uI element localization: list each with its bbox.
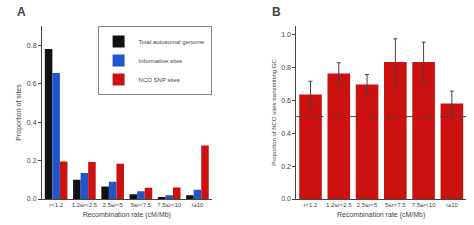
svg-text:Proportion of NCO sites transm: Proportion of NCO sites transmitting GC xyxy=(271,58,277,165)
svg-text:A: A xyxy=(17,5,26,19)
svg-text:r≥10: r≥10 xyxy=(446,202,459,208)
svg-text:2.5≤r<5: 2.5≤r<5 xyxy=(102,202,123,208)
svg-text:0.2: 0.2 xyxy=(27,157,37,164)
svg-text:1.2≤r<2.5: 1.2≤r<2.5 xyxy=(326,202,352,208)
svg-text:2.5≤r<5: 2.5≤r<5 xyxy=(357,202,378,208)
svg-text:Recombination rate (cM/Mb): Recombination rate (cM/Mb) xyxy=(83,211,171,219)
svg-text:Proportion of sites: Proportion of sites xyxy=(15,84,23,141)
svg-text:1.2≤r<2.5: 1.2≤r<2.5 xyxy=(72,202,98,208)
svg-text:5≤r<7.5: 5≤r<7.5 xyxy=(385,202,406,208)
svg-text:0.6: 0.6 xyxy=(27,80,37,87)
svg-text:7.5≤r<10: 7.5≤r<10 xyxy=(157,202,181,208)
svg-text:0.4: 0.4 xyxy=(27,119,37,126)
svg-text:0.2: 0.2 xyxy=(281,163,291,170)
svg-text:Recombination rate (cM/Mb): Recombination rate (cM/Mb) xyxy=(337,211,425,219)
svg-text:B: B xyxy=(272,5,281,19)
svg-text:0.0: 0.0 xyxy=(281,195,291,202)
svg-text:1.0: 1.0 xyxy=(281,31,291,38)
svg-text:r<1.2: r<1.2 xyxy=(49,202,64,208)
svg-text:Total autosomal genome: Total autosomal genome xyxy=(139,39,205,45)
svg-text:5≤r<7.5: 5≤r<7.5 xyxy=(131,202,152,208)
svg-text:0.4: 0.4 xyxy=(281,130,291,137)
svg-text:0.6: 0.6 xyxy=(281,97,291,104)
svg-text:7.5≤r<10: 7.5≤r<10 xyxy=(412,202,436,208)
svg-text:Informative sites: Informative sites xyxy=(139,58,183,64)
svg-text:r≥10: r≥10 xyxy=(191,202,204,208)
svg-text:0.8: 0.8 xyxy=(27,42,37,49)
svg-text:r<1.2: r<1.2 xyxy=(304,202,319,208)
svg-text:NCO SNP sites: NCO SNP sites xyxy=(139,77,180,83)
svg-text:0.8: 0.8 xyxy=(281,64,291,71)
svg-text:0.0: 0.0 xyxy=(27,195,37,202)
